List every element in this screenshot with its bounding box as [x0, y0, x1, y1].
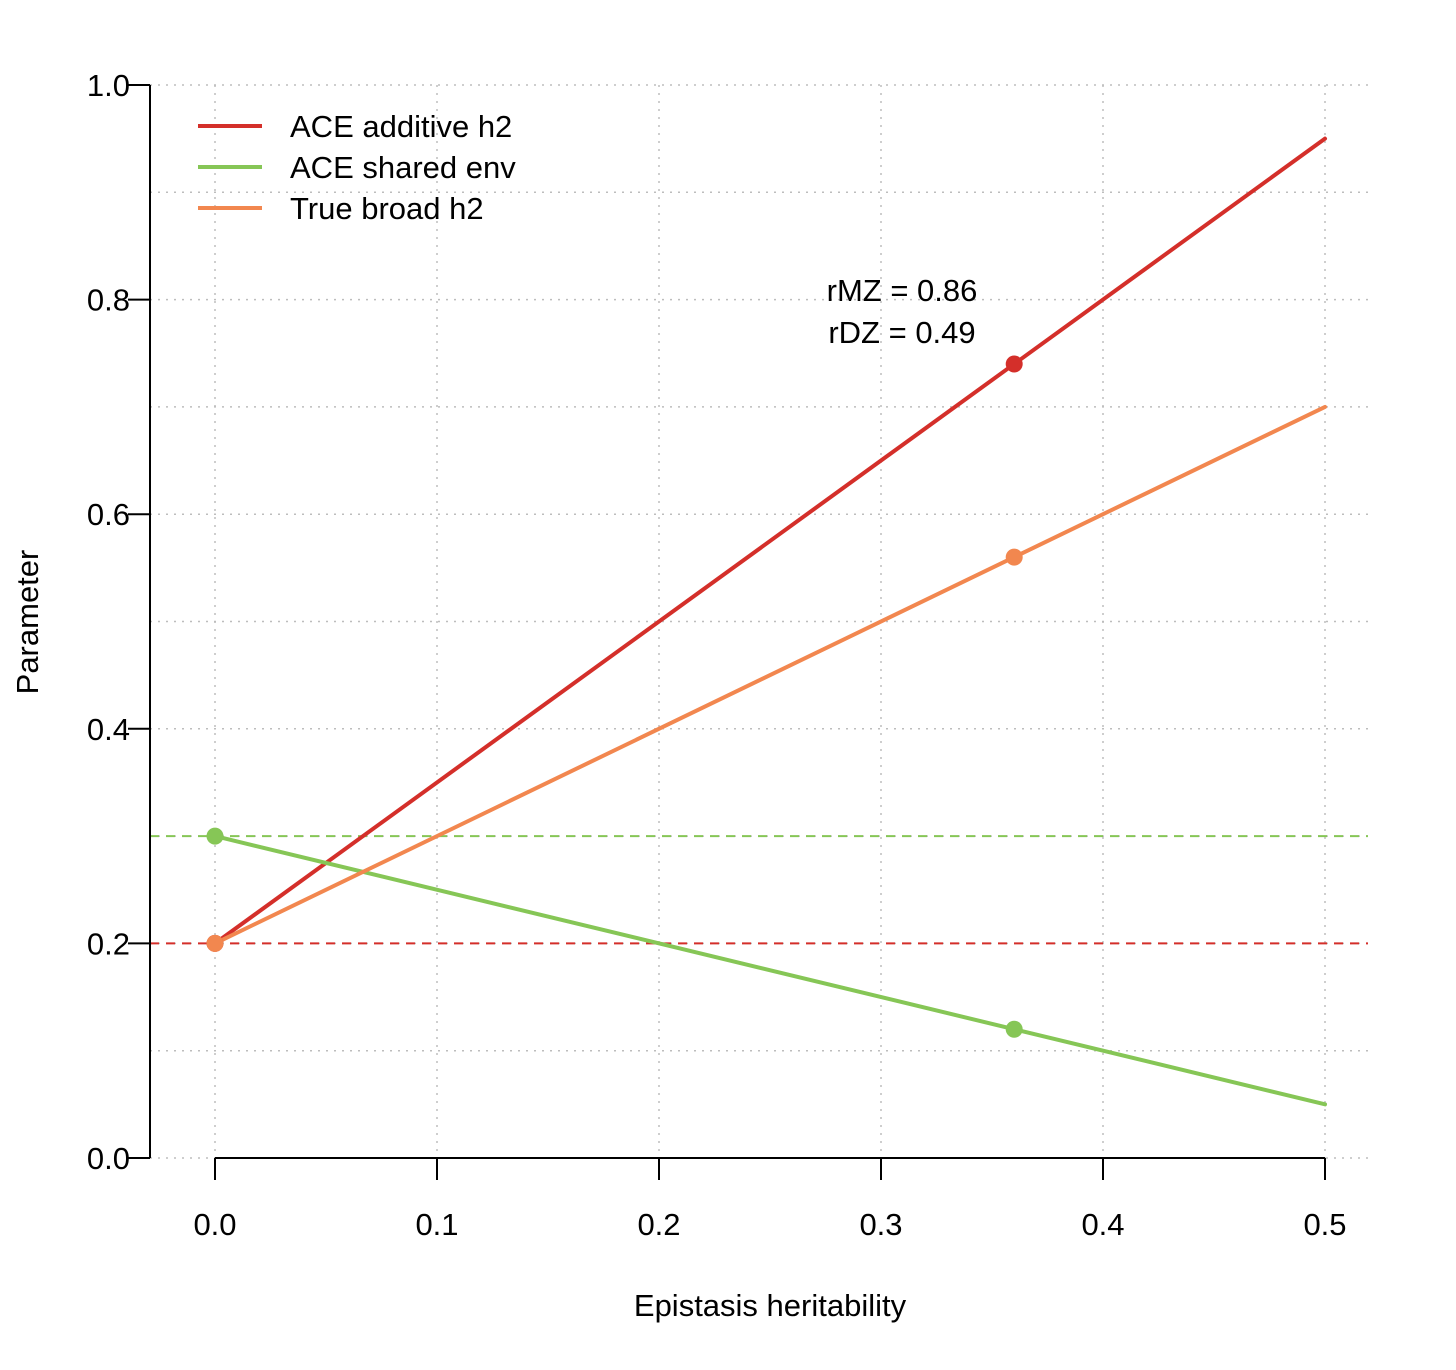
y-tick-label-4: 0.8: [87, 283, 130, 318]
marker-ace-shared-env-0: [206, 827, 224, 845]
x-tick-label-0: 0.0: [193, 1207, 236, 1242]
x-axis-title: Epistasis heritability: [634, 1288, 907, 1323]
grid: [150, 84, 1368, 1159]
y-tick-label-2: 0.4: [87, 712, 130, 747]
x-tick-label-3: 0.3: [859, 1207, 902, 1242]
series-line-true-broad-h2: [213, 404, 1327, 946]
annotation-rmz: rMZ = 0.86: [827, 273, 978, 308]
series-line-ace-shared-env: [213, 834, 1327, 1107]
marker-true-broad-h2-0: [206, 934, 224, 952]
y-ticks: 0.0 0.2 0.4 0.6 0.8 1.0: [87, 68, 150, 1176]
series-line-ace-additive-h2: [213, 136, 1327, 946]
x-ticks: 0.0 0.1 0.2 0.3 0.4 0.5: [193, 1158, 1347, 1242]
legend-label-ace-shared: ACE shared env: [290, 150, 516, 185]
legend-label-ace-additive: ACE additive h2: [290, 109, 512, 144]
y-axis-title: Parameter: [10, 550, 45, 695]
reference-lines: [150, 835, 1368, 945]
x-tick-label-1: 0.1: [415, 1207, 458, 1242]
series-group: [213, 136, 1327, 1107]
annotation: rMZ = 0.86 rDZ = 0.49: [827, 273, 978, 350]
x-tick-label-4: 0.4: [1081, 1207, 1124, 1242]
y-tick-label-1: 0.2: [87, 926, 130, 961]
markers-group: [206, 355, 1023, 1038]
legend-label-true-broad: True broad h2: [290, 191, 484, 226]
y-tick-label-3: 0.6: [87, 497, 130, 532]
legend: ACE additive h2 ACE shared env True broa…: [198, 109, 516, 226]
marker-true-broad-h2-1: [1005, 548, 1023, 566]
marker-ace-shared-env-1: [1005, 1020, 1023, 1038]
marker-ace-additive-h2-1: [1005, 355, 1023, 373]
y-tick-label-5: 1.0: [87, 68, 130, 103]
x-tick-label-5: 0.5: [1303, 1207, 1346, 1242]
annotation-rdz: rDZ = 0.49: [828, 315, 975, 350]
y-tick-label-0: 0.0: [87, 1141, 130, 1176]
axes: [149, 85, 1325, 1159]
x-tick-label-2: 0.2: [637, 1207, 680, 1242]
